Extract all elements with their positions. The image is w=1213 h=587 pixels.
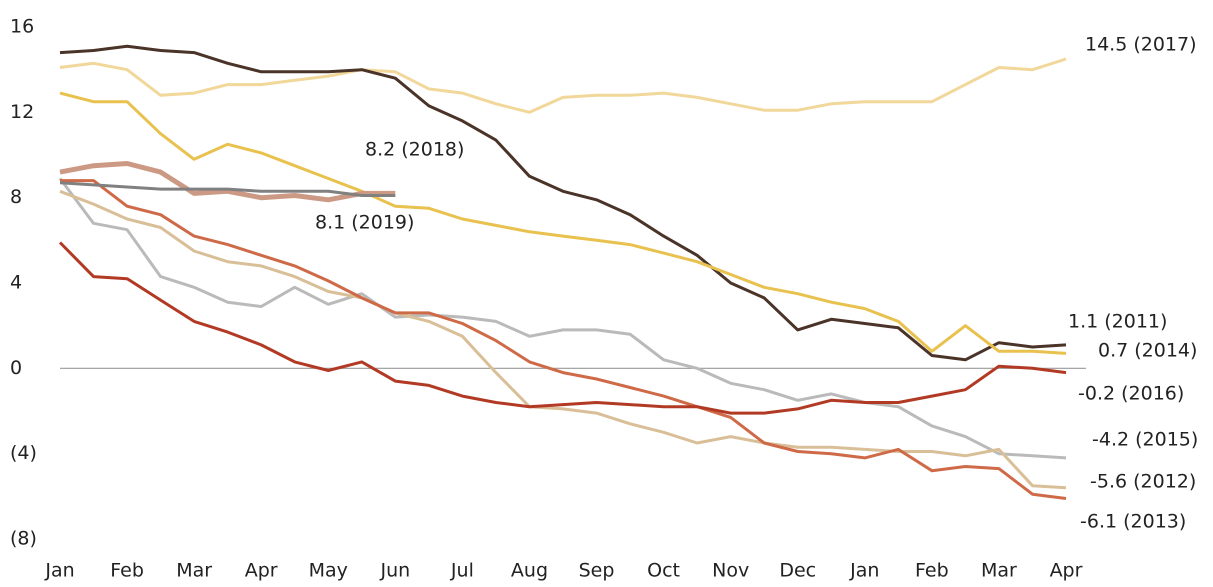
x-tick-label: Feb <box>110 560 144 582</box>
series-line <box>59 91 1067 355</box>
y-tick-label: 4 <box>10 272 22 294</box>
x-tick-label: Apr <box>245 560 278 582</box>
x-tick-label: Dec <box>779 560 816 582</box>
x-tick-label: Jan <box>849 560 879 582</box>
series-line <box>58 241 1067 415</box>
x-tick-label: Feb <box>915 560 949 582</box>
y-tick-label: 8 <box>10 186 22 208</box>
x-tick-label: Nov <box>712 560 749 582</box>
series-label: 8.1 (2019) <box>315 212 414 234</box>
x-tick-label: May <box>309 560 348 582</box>
series-label: 0.7 (2014) <box>1098 340 1197 362</box>
series-line <box>59 161 396 203</box>
series-label: 1.1 (2011) <box>1068 311 1167 333</box>
series-line <box>59 57 1067 114</box>
series-label: -6.1 (2013) <box>1080 511 1186 533</box>
series-label: 8.2 (2018) <box>365 139 464 161</box>
y-tick-label: 16 <box>10 16 34 38</box>
series-line <box>59 181 396 197</box>
x-tick-label: Jan <box>44 560 74 582</box>
series-line <box>58 177 1067 460</box>
x-tick-label: Mar <box>176 560 212 582</box>
x-tick-label: Aug <box>511 560 548 582</box>
series-label: -0.2 (2016) <box>1078 383 1184 405</box>
series-label: -4.2 (2015) <box>1092 429 1198 451</box>
x-tick-label: Oct <box>647 560 680 582</box>
y-tick-label: 12 <box>10 101 34 123</box>
y-tick-label: (8) <box>10 528 37 550</box>
x-tick-label: Jul <box>450 560 474 582</box>
x-tick-label: Jun <box>379 560 410 582</box>
x-tick-label: Mar <box>981 560 1017 582</box>
series-label: 14.5 (2017) <box>1085 34 1197 56</box>
series-line <box>59 189 1067 490</box>
series-line <box>60 179 1067 500</box>
series-label: -5.6 (2012) <box>1090 471 1196 493</box>
y-tick-label: (4) <box>10 442 37 464</box>
x-tick-label: Apr <box>1050 560 1083 582</box>
x-tick-label: Sep <box>579 560 615 582</box>
series-line <box>59 44 1067 362</box>
y-tick-label: 0 <box>10 357 22 379</box>
